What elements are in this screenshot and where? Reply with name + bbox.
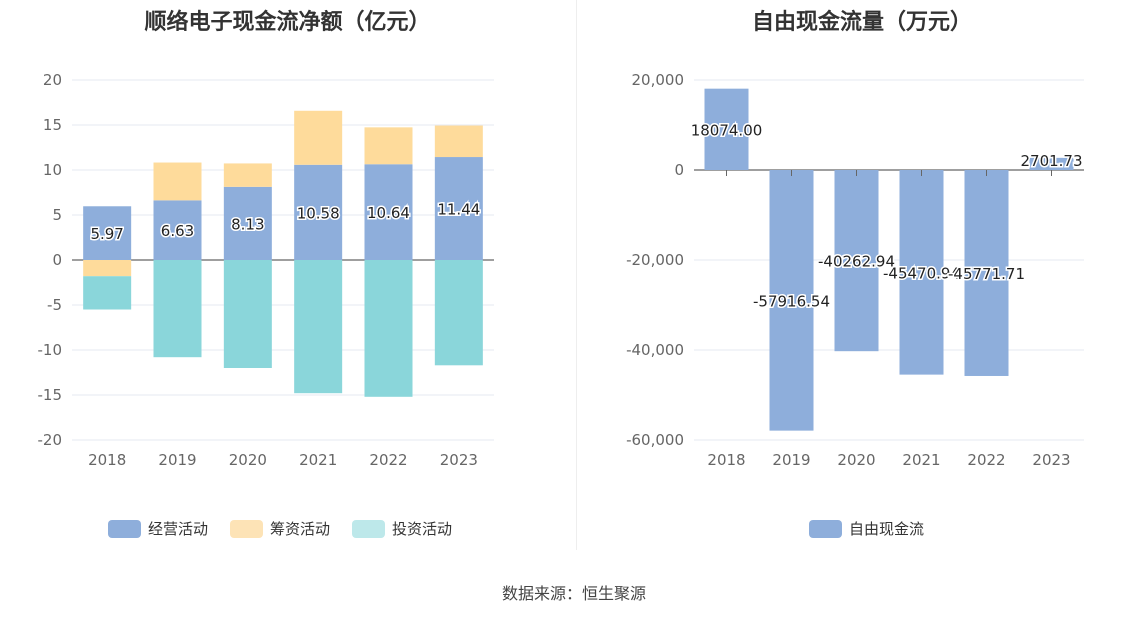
right-bar [964,170,1009,376]
right-x-tick-label: 2023 [1032,451,1070,469]
left-bar-投资活动 [364,260,413,397]
left-bar-筹资活动 [223,163,272,187]
left-y-tick-label: -5 [47,296,62,314]
left-data-label: 10.58 [297,204,340,222]
left-x-tick-label: 2018 [88,451,126,469]
left-data-label: 8.13 [231,215,264,233]
left-data-label: 11.44 [437,201,480,219]
right-bar [1029,157,1074,170]
left-chart-title: 顺络电子现金流净额（亿元） [144,10,431,35]
right-y-tick-label: -60,000 [626,431,684,449]
left-legend-label: 经营活动 [148,520,208,538]
data-source: 数据来源：恒生聚源 [501,584,646,603]
right-bar [834,170,879,352]
right-data-label: 2701.73 [1020,152,1082,170]
right-bar [769,170,814,431]
chart-divider [576,0,577,550]
left-data-label: 5.97 [90,225,123,243]
left-data-label: 6.63 [161,222,194,240]
left-y-tick-label: 20 [43,71,62,89]
right-x-tick-label: 2019 [772,451,810,469]
right-data-label: -57916.54 [753,292,830,310]
right-x-tick-label: 2021 [902,451,940,469]
right-data-label: -45771.71 [948,265,1025,283]
left-bar-经营活动 [364,164,413,260]
left-data-label: 10.64 [367,204,410,222]
right-data-label: 18074.00 [691,121,763,139]
left-bar-投资活动 [153,260,202,358]
right-legend-swatch [809,520,842,538]
right-data-label: -40262.94 [818,253,895,271]
left-bar-经营活动 [223,186,272,260]
left-legend-swatch [108,520,141,538]
left-bar-投资活动 [223,260,272,368]
right-bar [704,88,749,170]
right-x-tick-label: 2022 [967,451,1005,469]
left-bar-经营活动 [294,164,343,260]
left-bar-筹资活动 [434,125,483,158]
left-y-tick-label: -20 [38,431,63,449]
left-x-tick-label: 2019 [158,451,196,469]
left-bar-筹资活动 [83,260,132,277]
left-x-tick-label: 2021 [299,451,337,469]
right-y-tick-label: -20,000 [626,251,684,269]
right-legend-label: 自由现金流 [849,520,924,538]
left-bar-筹资活动 [364,127,413,165]
left-bar-经营活动 [153,200,202,260]
left-bar-筹资活动 [153,162,202,201]
left-x-tick-label: 2020 [229,451,267,469]
left-legend-label: 投资活动 [392,520,452,538]
right-bar [899,170,944,375]
right-chart-title: 自由现金流量（万元） [751,10,972,35]
left-y-tick-label: -10 [38,341,63,359]
left-y-tick-label: 0 [52,251,62,269]
right-x-tick-label: 2020 [837,451,875,469]
left-bar-筹资活动 [294,110,343,165]
left-bar-投资活动 [434,260,483,366]
left-y-tick-label: 10 [43,161,62,179]
right-y-tick-label: 0 [674,161,684,179]
left-bar-经营活动 [434,157,483,260]
left-x-tick-label: 2023 [440,451,478,469]
left-bar-投资活动 [83,276,132,310]
left-y-tick-label: -15 [38,386,63,404]
right-data-label: -45470.94 [883,264,960,282]
left-y-tick-label: 5 [52,206,62,224]
left-bar-投资活动 [294,260,343,394]
left-bar-经营活动 [83,206,132,260]
right-y-tick-label: 20,000 [632,71,685,89]
left-legend-label: 筹资活动 [270,520,330,538]
left-legend-swatch [230,520,263,538]
left-y-tick-label: 15 [43,116,62,134]
left-legend-swatch [352,520,385,538]
right-y-tick-label: -40,000 [626,341,684,359]
right-x-tick-label: 2018 [707,451,745,469]
left-x-tick-label: 2022 [369,451,407,469]
